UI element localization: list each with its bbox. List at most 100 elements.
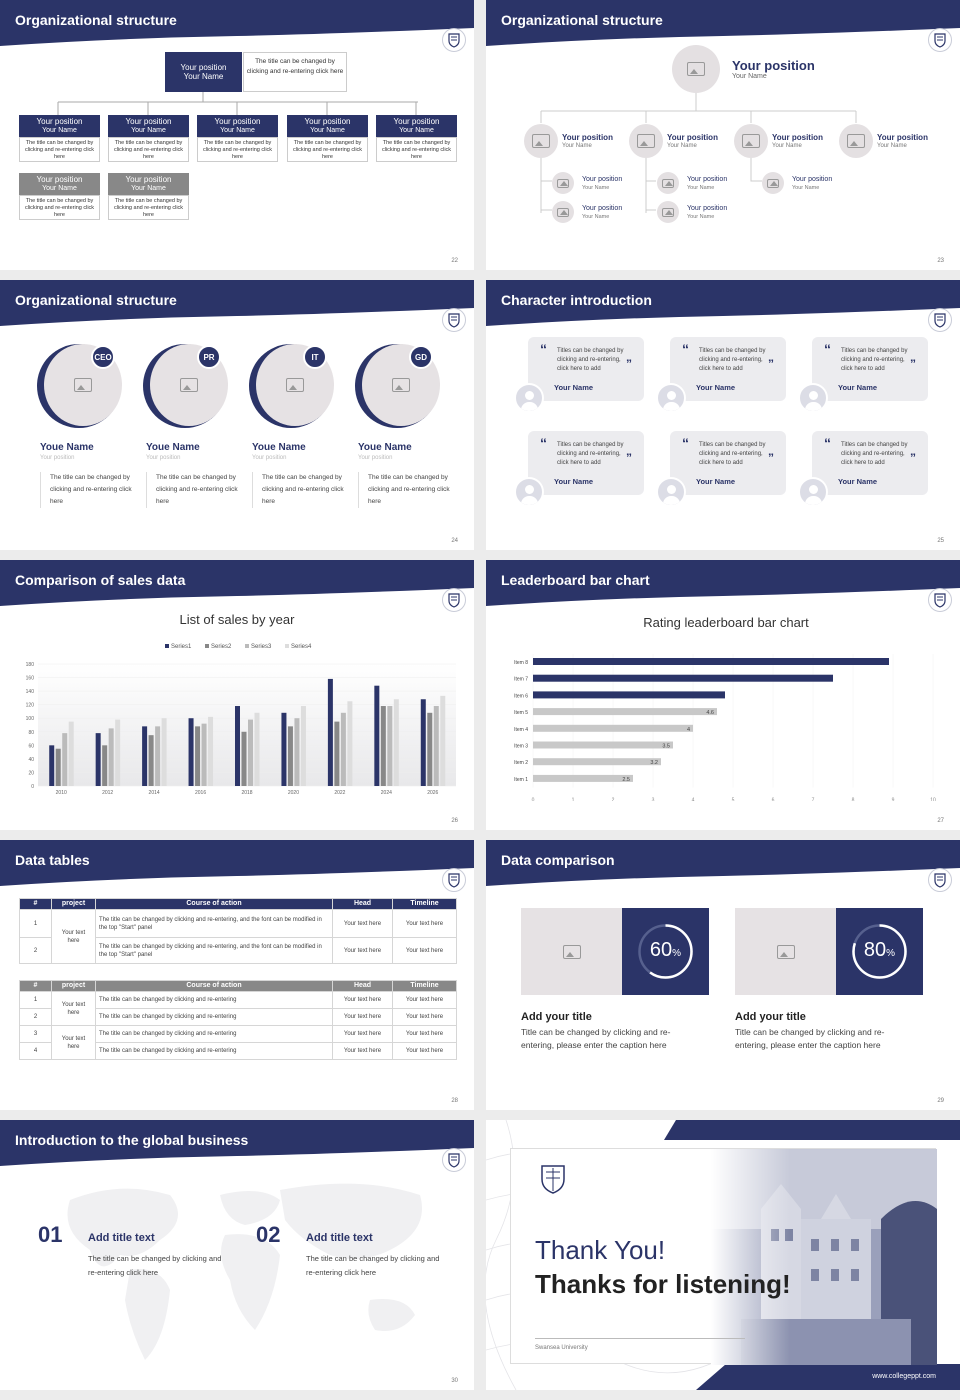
slide-title: Character introduction: [501, 292, 652, 308]
bar: [533, 691, 725, 699]
bar: [49, 745, 55, 786]
quote-card: “ Titles can be changed by clicking and r…: [670, 431, 786, 495]
avatar-image[interactable]: [524, 124, 558, 158]
card-image[interactable]: [735, 908, 836, 995]
bar: [533, 708, 717, 716]
person-name: Your Name: [838, 383, 878, 392]
university-crest-logo: [442, 28, 466, 52]
cell-course: The title can be changed by clicking and…: [95, 909, 333, 938]
top-avatar-image[interactable]: [672, 45, 720, 93]
data-label: 4.6: [706, 710, 714, 716]
cell-timeline: Your text here: [392, 1025, 457, 1043]
image-placeholder-icon: [662, 178, 674, 188]
quote-text: Titles can be changed by clicking and re…: [699, 348, 766, 372]
cell-number: 1: [19, 909, 52, 938]
title-banner: [486, 280, 960, 326]
avatar-image[interactable]: [734, 124, 768, 158]
percent-number: 80: [863, 939, 887, 961]
bar: [188, 718, 194, 786]
card-image[interactable]: [521, 908, 622, 995]
image-placeholder-icon: [847, 134, 865, 148]
avatar-image[interactable]: [552, 172, 574, 194]
bar: [201, 723, 207, 786]
bar: [195, 726, 201, 786]
item-title: Add title text: [88, 1232, 155, 1244]
avatar-image[interactable]: [657, 172, 679, 194]
name: Your Name: [772, 143, 802, 149]
cell-number: 2: [19, 937, 52, 964]
bar: [300, 706, 306, 786]
page-number: 28: [451, 1098, 458, 1104]
legend-swatch: [205, 644, 209, 648]
table-row: 3 Your text here The title can be change…: [19, 1025, 457, 1060]
avatar-image[interactable]: [629, 124, 663, 158]
person-name: Your Name: [696, 383, 736, 392]
percent-unit: %: [672, 948, 682, 959]
bar: [287, 726, 293, 786]
top-name: Your Name: [732, 73, 767, 80]
person-position: Your position: [146, 455, 181, 461]
card-desc: Title can be changed by clicking and re-…: [735, 1027, 885, 1050]
slide-30[interactable]: Introduction to the global business 01 Ad…: [0, 1120, 474, 1390]
legend-swatch: [165, 644, 169, 648]
org-box-header: Your position Your Name: [376, 115, 457, 137]
image-placeholder-icon: [74, 378, 92, 392]
sales-bar-chart: Series1 Series2 Series3 Series4 0 20 40 60 80 100…: [26, 644, 456, 796]
avatar-image[interactable]: [552, 201, 574, 223]
name: Your Name: [582, 214, 610, 220]
slide-23[interactable]: Organizational structure Your position Y…: [486, 0, 960, 270]
bar: [533, 741, 673, 749]
slide-29[interactable]: Data comparison 60% Add your title Title c…: [486, 840, 960, 1110]
image-placeholder-icon: [742, 134, 760, 148]
percent-value: 60%: [622, 939, 709, 962]
org-connectors: [540, 93, 857, 213]
avatar-image[interactable]: [762, 172, 784, 194]
quote-text: Titles can be changed by clicking and re…: [841, 442, 908, 466]
y-tick-label: 180: [26, 662, 35, 668]
position: Your position: [687, 205, 728, 212]
avatar-image[interactable]: [839, 124, 873, 158]
org-box-desc: The title can be changed by clicking and…: [19, 137, 100, 162]
slide-24[interactable]: Organizational structure CEO Youe Name You…: [0, 280, 474, 550]
university-crest-logo: [442, 868, 466, 892]
y-tick-label: Item 5: [514, 710, 528, 716]
slide-title: Data tables: [15, 852, 90, 868]
avatar-image[interactable]: [657, 201, 679, 223]
y-tick-label: Item 2: [514, 760, 528, 766]
slide-28[interactable]: Data tables # project Course of action H…: [0, 840, 474, 1110]
person-name: Youe Name: [358, 442, 412, 453]
org-box-desc: The title can be changed by clicking and…: [108, 195, 189, 220]
position: Your position: [877, 133, 928, 142]
y-tick-label: 160: [26, 676, 35, 682]
page-number: 22: [451, 258, 458, 264]
org-box-desc: The title can be changed by clicking and…: [19, 195, 100, 220]
website-url[interactable]: www.collegeppt.com: [872, 1373, 936, 1380]
ring-progress: [638, 924, 693, 979]
slide-27[interactable]: Leaderboard bar chart Rating leaderboard…: [486, 560, 960, 830]
cell-course: The title can be changed by clicking and…: [95, 937, 333, 964]
person-name: Your Name: [554, 477, 594, 486]
percent-panel: 60%: [622, 908, 709, 995]
y-tick-label: 0: [31, 784, 34, 790]
x-tick-label: 8: [852, 798, 855, 801]
name: Your Name: [399, 127, 434, 134]
slide-31-thank-you[interactable]: Thank You! Thanks for listening! Swansea…: [486, 1120, 960, 1390]
quote-card: “ Titles can be changed by clicking and r…: [812, 337, 928, 401]
person-name: Youe Name: [252, 442, 306, 453]
slide-22[interactable]: Organizational structure Your position Y…: [0, 0, 474, 270]
x-tick-label: 7: [812, 798, 815, 801]
person-avatar-icon: [514, 383, 544, 413]
slide-25[interactable]: Character introduction “ Titles can be ch…: [486, 280, 960, 550]
bar: [433, 706, 439, 786]
slide-26[interactable]: Comparison of sales data List of sales b…: [0, 560, 474, 830]
org-box-desc: The title can be changed by clicking and…: [197, 137, 278, 162]
org-box-header: Your position Your Name: [197, 115, 278, 137]
thank-you-card: Thank You! Thanks for listening! Swansea…: [510, 1148, 937, 1365]
y-tick-label: 60: [28, 743, 34, 749]
table-row: 2 The title can be changed by clicking a…: [19, 937, 457, 964]
bar: [374, 685, 380, 786]
x-tick-label: 3: [652, 798, 655, 801]
slide-title: Data comparison: [501, 852, 615, 868]
page-number: 23: [937, 258, 944, 264]
title-banner: [486, 560, 960, 606]
